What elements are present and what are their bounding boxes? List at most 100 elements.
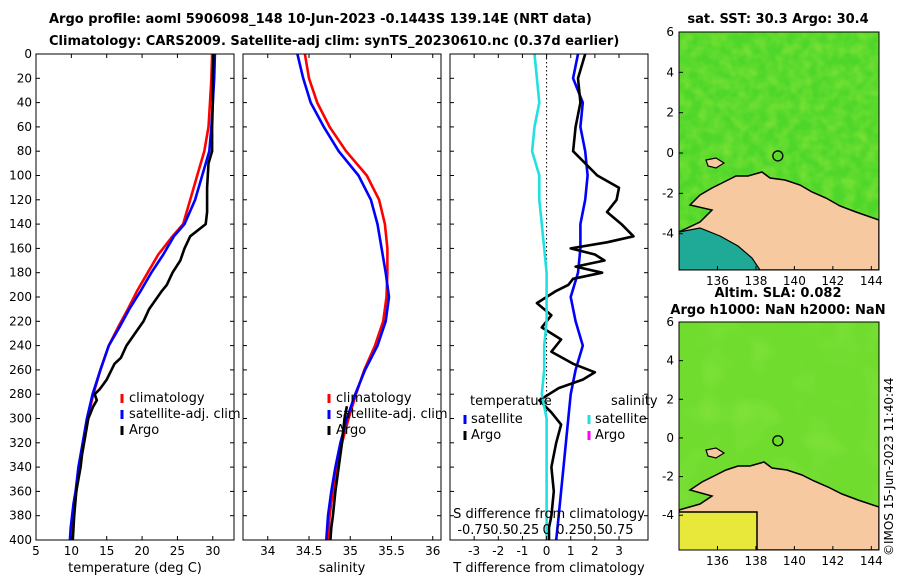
legend-label: Argo [595, 428, 625, 443]
series-t-satellite [554, 53, 589, 541]
x-tick-label: 35.5 [378, 544, 405, 558]
y-tick-label: 180 [9, 266, 32, 280]
x-tick-label: 20 [134, 544, 149, 558]
x-tick-label: 34 [260, 544, 275, 558]
map-x-tick-label: 138 [744, 274, 767, 288]
series-s-satellite [530, 53, 548, 540]
map-y-tick-label: 0 [666, 431, 674, 445]
series-climatology [69, 53, 214, 541]
x-tick-label: 1 [567, 544, 575, 558]
y-tick-label: 280 [9, 387, 32, 401]
sst-map-title: sat. SST: 30.3 Argo: 30.4 [687, 12, 868, 27]
y-tick-label: 260 [9, 363, 32, 377]
title-line-1: Argo profile: aoml 5906098_148 10-Jun-20… [49, 12, 592, 27]
sst-map: sat. SST: 30.3 Argo: 30.4 136 138 140 142 14… [662, 12, 883, 288]
map-x-tick-label: 144 [860, 274, 883, 288]
y-tick-label: 340 [9, 460, 32, 474]
difference-panel: -3 -2 -1 0 1 2 3 T difference from climatology t… [449, 53, 658, 576]
secondary-x-tick-label: -0.5 [486, 523, 511, 538]
x-axis-label: salinity [319, 561, 366, 576]
y-tick-label: 320 [9, 436, 32, 450]
map-x-tick-label: 140 [783, 274, 806, 288]
secondary-x-tick-label: -0.75 [457, 523, 491, 538]
y-tick-label: 80 [17, 144, 32, 158]
map-x-tick-label: 138 [744, 554, 767, 568]
secondary-x-tick-label: 0.75 [605, 523, 634, 538]
legend-label: satellite [595, 412, 647, 427]
map-y-tick-label: -2 [662, 186, 674, 200]
map-y-tick-label: -4 [662, 508, 674, 522]
sla-map-subtitle: Argo h1000: NaN h2000: NaN [670, 303, 885, 318]
map-x-tick-label: 142 [821, 274, 844, 288]
legend-label: Argo [471, 428, 501, 443]
plot-frame [449, 53, 649, 541]
sla-land [679, 461, 879, 550]
x-tick-label: 34.5 [296, 544, 323, 558]
map-y-tick-label: 4 [666, 354, 674, 368]
series-argo [329, 406, 349, 541]
sla-island [705, 447, 726, 459]
series-satellite-adj-clim [296, 53, 391, 541]
y-tick-label: 100 [9, 169, 32, 183]
map-x-tick-label: 136 [706, 274, 729, 288]
series-argo [71, 53, 215, 541]
map-x-tick-label: 142 [821, 554, 844, 568]
footer-timestamp: ©IMOS 15-Jun-2023 11:40:44 [882, 378, 896, 556]
y-tick-label: 400 [9, 533, 32, 547]
y-tick-label: 240 [9, 339, 32, 353]
sst-island [705, 157, 726, 169]
map-y-tick-label: 6 [666, 315, 674, 329]
x-tick-label: 35 [343, 544, 358, 558]
x-axis-label: temperature (deg C) [68, 561, 202, 576]
x-tick-label: 36 [425, 544, 440, 558]
title-line-2: Climatology: CARS2009. Satellite-adj cli… [49, 34, 619, 49]
x-tick-label: 2 [591, 544, 599, 558]
y-tick-label: 160 [9, 241, 32, 255]
map-y-tick-label: 2 [666, 106, 674, 120]
sst-argo-location-marker [772, 150, 784, 162]
legend-salinity-title: salinity [611, 394, 658, 409]
legend-label: satellite-adj. clim [129, 407, 241, 422]
x-tick-label: 3 [615, 544, 623, 558]
x-tick-label: 30 [205, 544, 220, 558]
legend-label: climatology [336, 391, 412, 406]
x-tick-label: -2 [492, 544, 504, 558]
x-axis-label: T difference from climatology [452, 561, 645, 576]
x-tick-label: 0 [543, 544, 551, 558]
map-y-tick-label: 0 [666, 146, 674, 160]
secondary-x-tick-label: -0.25 [506, 523, 540, 538]
secondary-x-axis-label: S difference from climatology [453, 507, 645, 522]
legend-label: Argo [336, 423, 366, 438]
legend-label: satellite [471, 412, 523, 427]
sla-map: Altim. SLA: 0.082 Argo h1000: NaN h2000:… [662, 286, 886, 568]
x-tick-label: 25 [170, 544, 185, 558]
map-x-tick-label: 140 [783, 554, 806, 568]
secondary-x-tick-label: 0.25 [556, 523, 585, 538]
y-tick-label: 380 [9, 509, 32, 523]
map-x-tick-label: 144 [860, 554, 883, 568]
y-tick-label: 300 [9, 412, 32, 426]
secondary-x-tick-label: 0.5 [585, 523, 606, 538]
legend-label: Argo [129, 423, 159, 438]
x-tick-label: 15 [99, 544, 114, 558]
plot-frame [242, 53, 442, 541]
salinity-panel: 34 34.5 35 35.5 36 salinity climatologysatelli… [242, 53, 448, 576]
temperature-panel: 5 10 15 20 25 3002040608010012014016018020022… [9, 47, 241, 576]
map-y-tick-label: 6 [666, 25, 674, 39]
series-t-argo [535, 53, 635, 540]
y-tick-label: 40 [17, 96, 32, 110]
y-tick-label: 120 [9, 193, 32, 207]
y-tick-label: 20 [17, 71, 32, 85]
series-satellite-adj-clim [68, 53, 217, 541]
x-tick-label: -1 [516, 544, 528, 558]
legend-temperature-title: temperature [470, 394, 552, 409]
y-tick-label: 220 [9, 314, 32, 328]
x-tick-label: 10 [64, 544, 79, 558]
x-tick-label: 5 [32, 544, 40, 558]
sst-cool-patch [679, 227, 761, 270]
y-tick-label: 140 [9, 217, 32, 231]
sla-argo-location-marker [772, 435, 784, 447]
y-tick-label: 200 [9, 290, 32, 304]
y-tick-label: 0 [24, 47, 32, 61]
map-y-tick-label: 4 [666, 65, 674, 79]
